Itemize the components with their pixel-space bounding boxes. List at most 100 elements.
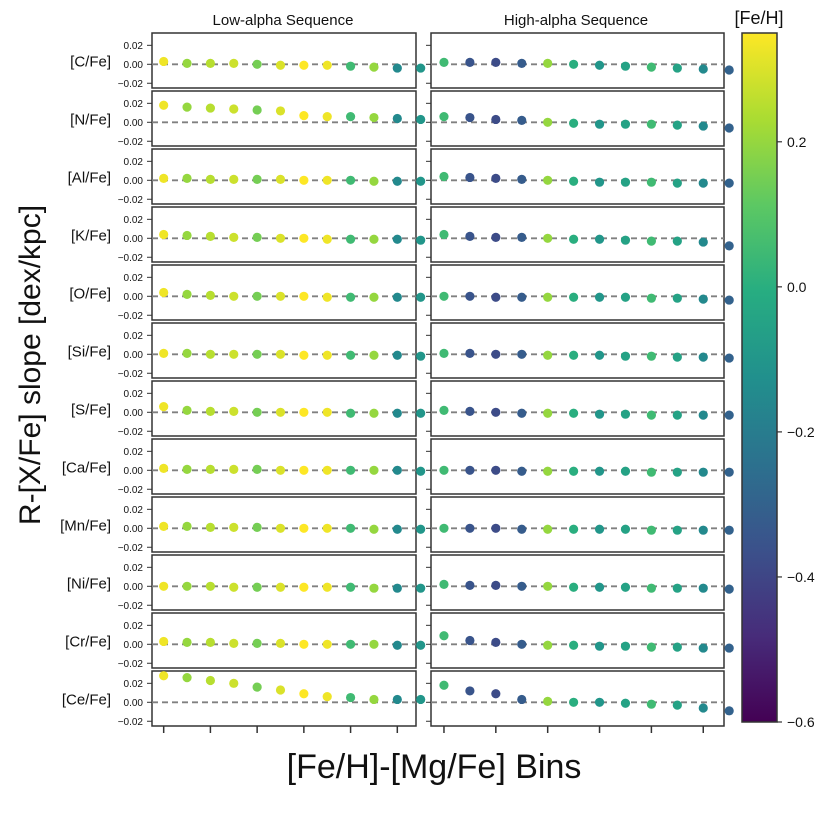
- data-point: [229, 522, 239, 532]
- y-tick-label: 0.02: [124, 99, 144, 110]
- data-point: [543, 175, 553, 185]
- data-point: [465, 348, 475, 358]
- data-point: [299, 465, 309, 475]
- x-axis-label: [Fe/H]-[Mg/Fe] Bins: [287, 748, 582, 786]
- data-point: [543, 466, 553, 476]
- data-point: [275, 60, 286, 70]
- data-point: [345, 234, 356, 244]
- y-tick-label: −0.02: [118, 717, 144, 728]
- data-point: [672, 63, 682, 73]
- data-point: [275, 523, 286, 533]
- data-point: [594, 350, 605, 360]
- data-point: [345, 639, 356, 649]
- high-alpha-panel: [426, 496, 734, 553]
- data-point: [517, 58, 527, 68]
- data-point: [159, 100, 169, 110]
- data-point: [182, 173, 192, 183]
- y-tick-label: 0.00: [124, 350, 144, 361]
- data-point: [439, 465, 449, 475]
- data-point: [672, 642, 682, 652]
- data-point: [229, 406, 239, 416]
- data-point: [543, 58, 553, 68]
- panel-frame: [430, 670, 725, 727]
- element-label: [Ce/Fe]: [62, 692, 111, 709]
- data-point: [159, 402, 169, 412]
- panel-row: [O/Fe] 0.02 0.00 −0.02: [69, 264, 734, 322]
- low-alpha-panel: 0.02 0.00 −0.02: [118, 496, 613, 554]
- data-point: [252, 174, 262, 184]
- data-point: [159, 521, 169, 531]
- data-point: [465, 686, 475, 696]
- colorbar-tick-label: −0.4: [787, 569, 815, 585]
- y-tick-label: −0.02: [118, 601, 144, 612]
- y-tick-label: −0.02: [118, 79, 144, 90]
- data-point: [299, 291, 309, 301]
- data-point: [416, 63, 426, 73]
- panel-row: [Mn/Fe] 0.02 0.00 −0.02: [60, 496, 734, 554]
- data-point: [620, 61, 631, 71]
- y-axis-label: R-[X/Fe] slope [dex/kpc]: [14, 205, 47, 525]
- data-point: [698, 237, 708, 247]
- high-alpha-panel: [426, 90, 734, 147]
- high-alpha-panel: [426, 554, 734, 611]
- data-point: [159, 636, 169, 647]
- data-point: [594, 234, 605, 244]
- data-point: [252, 682, 262, 692]
- high-alpha-title: High-alpha Sequence: [504, 12, 648, 29]
- data-point: [392, 176, 402, 186]
- data-point: [569, 292, 579, 302]
- data-point: [620, 409, 631, 419]
- data-point: [724, 467, 734, 477]
- data-point: [392, 63, 402, 73]
- y-tick-label: −0.02: [118, 253, 144, 264]
- data-point: [229, 291, 239, 301]
- data-point: [517, 408, 527, 418]
- panel-frame: [151, 264, 417, 321]
- data-point: [672, 467, 682, 477]
- data-point: [672, 293, 682, 303]
- data-point: [369, 408, 379, 418]
- high-alpha-panel: [426, 206, 734, 263]
- data-point: [646, 293, 656, 303]
- data-point: [724, 525, 734, 535]
- data-point: [569, 234, 579, 244]
- data-point: [724, 241, 734, 251]
- data-point: [491, 114, 501, 125]
- data-point: [345, 112, 356, 122]
- y-tick-label: −0.02: [118, 543, 144, 554]
- data-point: [698, 525, 708, 535]
- colorbar-tick-label: −0.2: [787, 424, 815, 440]
- data-point: [252, 582, 262, 592]
- data-point: [698, 643, 708, 653]
- panel-frame: [430, 554, 725, 611]
- data-point: [275, 174, 286, 184]
- data-point: [369, 694, 379, 705]
- panel-frame: [151, 380, 417, 437]
- data-point: [182, 289, 192, 299]
- data-point: [159, 173, 169, 183]
- data-point: [275, 638, 286, 648]
- panel-row: [Si/Fe] 0.02 0.00 −0.02: [68, 322, 734, 380]
- y-tick-label: 0.02: [124, 41, 144, 52]
- data-point: [620, 524, 631, 534]
- data-point: [299, 111, 309, 121]
- data-point: [620, 235, 631, 245]
- y-tick-label: 0.00: [124, 234, 144, 245]
- data-point: [620, 351, 631, 361]
- data-point: [369, 465, 379, 475]
- element-label: [N/Fe]: [70, 112, 111, 129]
- data-point: [594, 466, 605, 476]
- data-point: [392, 640, 402, 650]
- data-point: [594, 292, 605, 302]
- data-point: [620, 177, 631, 187]
- data-point: [345, 582, 356, 592]
- data-point: [159, 671, 169, 681]
- data-point: [252, 464, 262, 474]
- data-point: [569, 59, 579, 69]
- data-point: [465, 523, 475, 533]
- data-point: [159, 581, 169, 591]
- data-point: [569, 640, 579, 650]
- data-point: [594, 524, 605, 534]
- data-point: [322, 639, 332, 649]
- y-tick-label: −0.02: [118, 311, 144, 322]
